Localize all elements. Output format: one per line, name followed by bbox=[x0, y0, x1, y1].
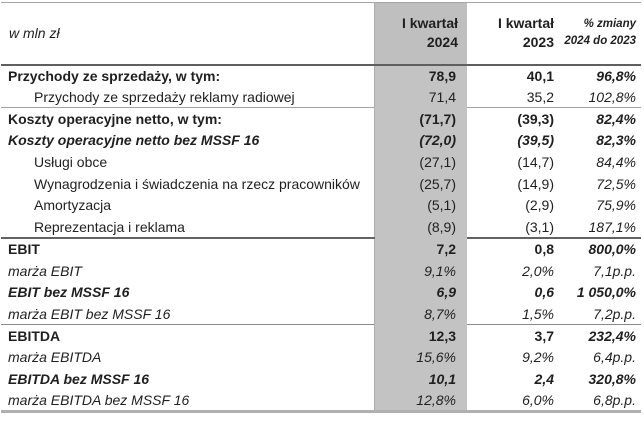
row-label-cell: EBITDA bbox=[1, 324, 375, 347]
value-change-pct-cell: 7,2p.p. bbox=[593, 305, 636, 322]
table-row: marża EBITDA bez MSSF 16 12,8% 6,0% 6,8p.p. bbox=[1, 389, 641, 412]
value-change-pct-cell: 72,5% bbox=[596, 175, 636, 192]
value-q1-2024-cell: (8,9) bbox=[374, 216, 467, 238]
value-q1-2023-cell: (14,9) bbox=[517, 175, 554, 192]
row-label-cell: Wynagrodzenia i świadczenia na rzecz pra… bbox=[1, 172, 375, 195]
table-row: EBITDA bez MSSF 16 10,1 2,4 320,8% bbox=[1, 368, 641, 390]
table-row: Koszty operacyjne netto bez MSSF 16 (72,0… bbox=[1, 129, 641, 152]
column-header-q1-2023-line1: I kwartał bbox=[497, 14, 554, 31]
table-row: Przychody ze sprzedaży reklamy radiowej 7… bbox=[1, 86, 641, 108]
row-label-cell: Usługi obce bbox=[1, 151, 375, 173]
value-q1-2024-cell: (5,1) bbox=[374, 194, 467, 217]
value-q1-2024-cell: 78,9 bbox=[374, 64, 467, 87]
row-label-cell: EBIT bez MSSF 16 bbox=[1, 281, 375, 304]
value-q1-2023-cell: 0,6 bbox=[534, 284, 554, 301]
row-label-cell: marża EBITDA bbox=[1, 346, 375, 369]
value-q1-2023-cell: 2,4 bbox=[534, 370, 554, 387]
value-change-pct-cell: 102,8% bbox=[588, 88, 636, 105]
value-q1-2023-cell: (14,7) bbox=[517, 154, 554, 171]
value-q1-2024-cell: (72,0) bbox=[374, 129, 467, 152]
table-row: Wynagrodzenia i świadczenia na rzecz pra… bbox=[1, 172, 641, 195]
table-row: Przychody ze sprzedaży, w tym: 78,9 40,1 96… bbox=[1, 64, 641, 87]
column-header-q1-2023-line2: 2023 bbox=[522, 34, 554, 51]
column-header-change-line1: % zmiany bbox=[583, 18, 636, 30]
value-change-pct-cell: 82,3% bbox=[596, 132, 636, 149]
quarterly-results-table: w mln zł I kwartał 2024 I kwartał 2023 %… bbox=[1, 2, 641, 413]
value-change-pct-cell: 96,8% bbox=[596, 67, 636, 84]
value-q1-2023-cell: 35,2 bbox=[526, 88, 554, 105]
table-body: Przychody ze sprzedaży, w tym: 78,9 40,1 96… bbox=[1, 64, 641, 412]
value-change-pct-cell: 232,4% bbox=[563, 324, 641, 347]
table-row: marża EBIT 9,1% 2,0% 7,1p.p. bbox=[1, 259, 641, 282]
value-q1-2024-cell: 12,8% bbox=[374, 389, 467, 412]
value-q1-2024-cell: 6,9 bbox=[374, 281, 467, 304]
table-row: marża EBIT bez MSSF 16 8,7% 1,5% 7,2p.p. bbox=[1, 303, 641, 325]
value-change-pct-cell: 7,1p.p. bbox=[593, 262, 636, 279]
column-header-q1-2023: I kwartał 2023 bbox=[467, 2, 563, 66]
column-header-q1-2024-line2: 2024 bbox=[426, 34, 458, 51]
column-header-q1-2024-line1: I kwartał bbox=[401, 14, 458, 31]
value-q1-2024-cell: (71,7) bbox=[374, 107, 467, 130]
row-label-cell: Przychody ze sprzedaży reklamy radiowej bbox=[1, 86, 375, 108]
value-q1-2023-cell: 0,8 bbox=[467, 237, 563, 260]
value-q1-2024-cell: 12,3 bbox=[374, 324, 467, 347]
column-header-q1-2024: I kwartał 2024 bbox=[374, 2, 467, 66]
value-q1-2023-cell: 6,0% bbox=[522, 391, 554, 408]
value-q1-2024-cell: 9,1% bbox=[374, 259, 467, 282]
value-q1-2023-cell: 2,0% bbox=[522, 262, 554, 279]
row-label-cell: EBIT bbox=[1, 237, 375, 260]
value-q1-2023-cell: (3,1) bbox=[525, 218, 554, 235]
row-label-cell: EBITDA bez MSSF 16 bbox=[1, 368, 375, 390]
row-label-cell: Amortyzacja bbox=[1, 194, 375, 217]
value-q1-2024-cell: 15,6% bbox=[374, 346, 467, 369]
value-q1-2023-cell: (39,5) bbox=[517, 132, 554, 149]
value-q1-2024-cell: 8,7% bbox=[374, 303, 467, 325]
row-label-cell: Przychody ze sprzedaży, w tym: bbox=[1, 64, 375, 87]
table-row: Usługi obce (27,1) (14,7) 84,4% bbox=[1, 151, 641, 173]
value-change-pct-cell: 800,0% bbox=[563, 237, 641, 260]
row-label-cell: Koszty operacyjne netto bez MSSF 16 bbox=[1, 129, 375, 152]
value-change-pct-cell: 187,1% bbox=[588, 218, 636, 235]
value-q1-2023-cell: 9,2% bbox=[522, 349, 554, 366]
table-row: EBIT 7,2 0,8 800,0% bbox=[1, 237, 641, 260]
value-change-pct-cell: 82,4% bbox=[563, 107, 641, 130]
table-row: Koszty operacyjne netto, w tym: (71,7) (39… bbox=[1, 107, 641, 130]
value-q1-2023-cell: (39,3) bbox=[467, 107, 563, 130]
value-q1-2024-cell: (27,1) bbox=[374, 151, 467, 173]
table-row: EBITDA 12,3 3,7 232,4% bbox=[1, 324, 641, 347]
row-label-cell: marża EBIT bbox=[1, 259, 375, 282]
value-q1-2023-cell: 1,5% bbox=[522, 305, 554, 322]
value-q1-2023-cell: (2,9) bbox=[525, 197, 554, 214]
table-row: Amortyzacja (5,1) (2,9) 75,9% bbox=[1, 194, 641, 217]
value-q1-2024-cell: 10,1 bbox=[374, 368, 467, 390]
value-change-pct-cell: 320,8% bbox=[588, 370, 636, 387]
value-q1-2023-cell: 3,7 bbox=[467, 324, 563, 347]
value-q1-2024-cell: 7,2 bbox=[374, 238, 467, 260]
row-label-cell: Reprezentacja i reklama bbox=[1, 216, 375, 238]
value-change-pct-cell: 6,4p.p. bbox=[593, 349, 636, 366]
column-header-change-pct: % zmiany 2024 do 2023 bbox=[563, 2, 641, 66]
value-change-pct-cell: 6,8p.p. bbox=[593, 391, 636, 408]
row-label-cell: marża EBITDA bez MSSF 16 bbox=[1, 389, 375, 412]
column-header-change-line2: 2024 do 2023 bbox=[564, 35, 636, 48]
row-label-cell: marża EBIT bez MSSF 16 bbox=[1, 303, 375, 325]
value-q1-2023-cell: 40,1 bbox=[526, 67, 554, 84]
table-row: marża EBITDA 15,6% 9,2% 6,4p.p. bbox=[1, 346, 641, 369]
value-change-pct-cell: 1 050,0% bbox=[576, 284, 636, 301]
row-label-cell: Koszty operacyjne netto, w tym: bbox=[1, 107, 375, 130]
table-row: Reprezentacja i reklama (8,9) (3,1) 187,1% bbox=[1, 216, 641, 238]
value-q1-2024-cell: (25,7) bbox=[374, 172, 467, 195]
value-change-pct-cell: 75,9% bbox=[596, 197, 636, 214]
table-header-row: w mln zł I kwartał 2024 I kwartał 2023 %… bbox=[1, 2, 641, 66]
value-q1-2024-cell: 71,4 bbox=[374, 86, 467, 108]
value-change-pct-cell: 84,4% bbox=[596, 154, 636, 171]
unit-label: w mln zł bbox=[1, 2, 375, 66]
table-row: EBIT bez MSSF 16 6,9 0,6 1 050,0% bbox=[1, 281, 641, 304]
